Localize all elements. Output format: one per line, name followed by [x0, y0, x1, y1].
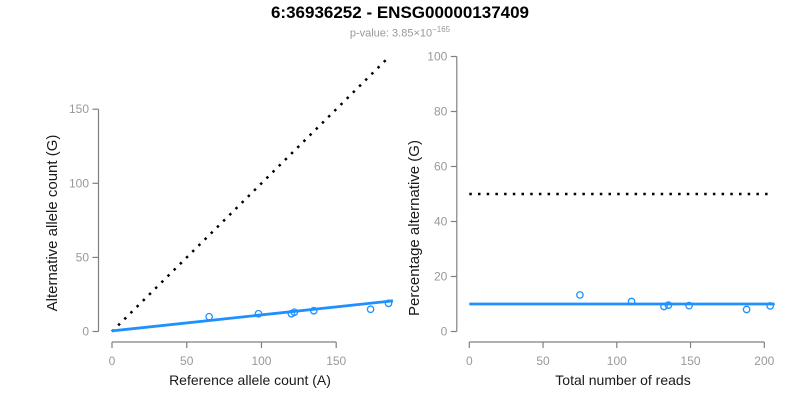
allele-counts-plot: 0 50 100 150 0 50 100 150 Reference allele count…: [44, 54, 394, 388]
x-tick-label: 50: [180, 354, 194, 368]
y-tick-label: 150: [69, 102, 89, 116]
data-point: [685, 301, 693, 310]
y-tick-label: 0: [82, 325, 89, 339]
page-title: 6:36936252 - ENSG00000137409: [270, 3, 530, 22]
p-value-text: p-value: 3.85×10: [349, 27, 433, 40]
x-tick-label: 100: [251, 354, 271, 368]
data-point: [205, 312, 214, 321]
y-axis-title: Alternative allele count (G): [44, 135, 61, 312]
data-point: [766, 302, 775, 310]
y-tick-label: 0: [441, 325, 448, 339]
y-tick-label: 40: [434, 215, 448, 229]
data-point: [664, 301, 673, 309]
fit-line: [111, 299, 394, 333]
p-value-exponent: −165: [432, 25, 451, 34]
x-tick-label: 200: [754, 354, 774, 368]
x-axis-title: Total number of reads: [555, 372, 690, 388]
data-point: [254, 309, 263, 318]
data-point: [742, 305, 751, 314]
identity-line: [111, 54, 391, 333]
p-value-subtitle: p-value: 3.85×10−165: [0, 25, 800, 40]
x-tick-label: 150: [681, 354, 701, 368]
percentage-plot: 0 20 40 60 80 100 0 50 100 150 200 Total number of …: [406, 50, 775, 389]
data-point: [384, 299, 393, 308]
x-tick-label: 100: [607, 354, 627, 368]
data-point: [290, 308, 299, 317]
y-tick-label: 100: [427, 50, 447, 64]
data-point: [627, 297, 636, 306]
x-axis-title: Reference allele count (A): [169, 372, 331, 388]
y-tick-label: 20: [434, 270, 448, 284]
x-tick-label: 50: [536, 354, 550, 368]
data-point: [366, 305, 375, 314]
data-point: [309, 306, 318, 315]
y-tick-label: 100: [69, 176, 89, 190]
data-point: [576, 291, 584, 299]
y-tick-label: 60: [434, 160, 448, 174]
data-point: [660, 302, 668, 311]
x-tick-label: 0: [109, 354, 116, 368]
y-tick-label: 50: [76, 250, 90, 264]
x-tick-label: 150: [326, 354, 346, 368]
y-axis-title: Percentage alternative (G): [406, 140, 423, 316]
y-tick-label: 80: [434, 105, 448, 119]
x-tick-label: 0: [466, 354, 473, 368]
